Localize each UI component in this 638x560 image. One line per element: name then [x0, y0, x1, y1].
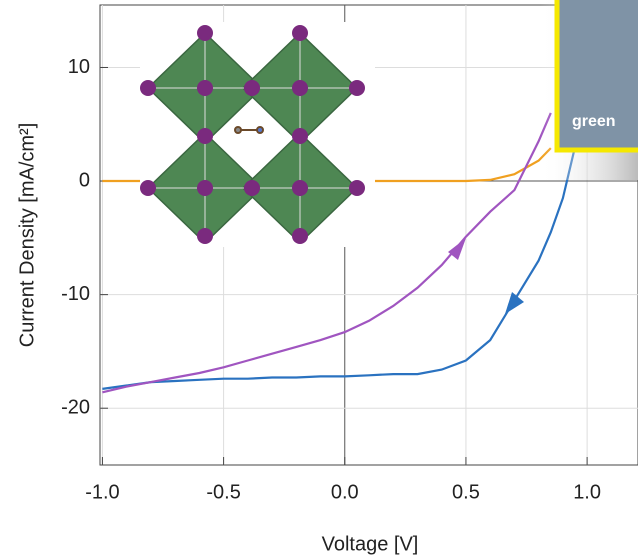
photo-label: green [572, 113, 616, 130]
y-tick-label: -10 [61, 283, 90, 305]
x-tick-label: 0.5 [452, 481, 480, 503]
y-tick-label: 10 [68, 56, 90, 78]
x-tick-label: -0.5 [206, 481, 240, 503]
x-axis-title: Voltage [V] [322, 533, 419, 555]
y-axis-title: Current Density [mA/cm²] [16, 123, 38, 347]
y-tick-label: -20 [61, 396, 90, 418]
crystal-inset [140, 22, 375, 247]
x-tick-label: 1.0 [573, 481, 601, 503]
x-tick-label: 0.0 [331, 481, 359, 503]
y-tick-label: 0 [79, 169, 90, 191]
chart: green Voltage [V] Current Density [mA/cm… [0, 0, 638, 560]
x-tick-label: -1.0 [85, 481, 119, 503]
